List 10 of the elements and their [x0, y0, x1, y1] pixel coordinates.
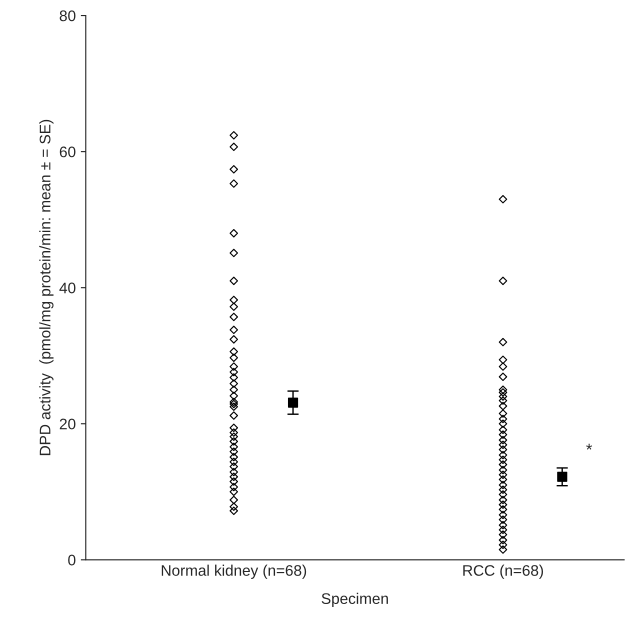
x-axis-title: Specimen	[322, 592, 388, 608]
x-tick-label: RCC (n=68)	[463, 564, 544, 579]
y-tick-label: 0	[68, 554, 76, 566]
y-tick-label: 40	[59, 282, 76, 294]
y-tick-label: 60	[60, 146, 76, 158]
y-tick-label: 20	[60, 418, 76, 430]
y-tick-label: 80	[60, 10, 76, 22]
annotation: *	[586, 444, 592, 450]
x-tick-label: Normal kidney (n=68)	[162, 564, 306, 579]
y-axis-title: DPD activity (pmol/mg protein/min: mean ± = SE)	[39, 120, 54, 456]
